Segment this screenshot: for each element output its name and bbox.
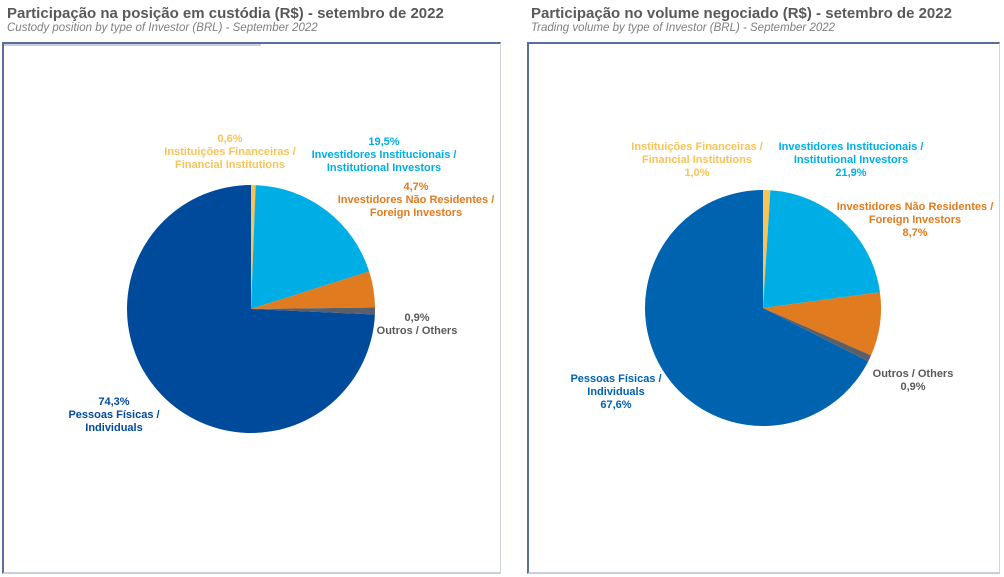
left-label-financial-line2: Financial Institutions [174,159,285,171]
left-label-institutional: 19,5% Investidores Institucionais / Inst… [312,136,457,175]
right-chart-subtitle: Trading volume by type of Investor (BRL)… [531,22,836,34]
right-label-others: Outros / Others 0,9% [873,368,954,394]
left-chart-frame [2,42,501,574]
right-label-financial-line2: Financial Institutions [641,154,752,166]
right-label-individuals: Pessoas Físicas / Individuals 67,6% [570,373,661,412]
right-slice-institutional [763,190,880,308]
right-label-foreign-line1: Investidores Não Residentes / [836,201,994,213]
left-slice-individuals [126,185,375,433]
left-chart-title: Participação na posição em custódia (R$)… [7,5,444,22]
right-label-individuals-pct: 67,6% [600,399,632,411]
left-slice-institutional [251,185,370,309]
right-label-financial-pct: 1,0% [684,167,710,179]
left-label-foreign: 4,7% Investidores Não Residentes / Forei… [338,181,495,220]
right-label-foreign-pct: 8,7% [902,227,928,239]
right-slice-foreign [763,292,881,356]
left-slice-financial [251,185,256,309]
right-label-individuals-line1: Pessoas Físicas / [570,373,662,385]
right-chart-title: Participação no volume negociado (R$) - … [531,5,952,22]
right-slice-others [763,308,872,362]
right-label-institutional-line1: Investidores Institucionais / [778,141,924,153]
left-label-others-line1: Outros / Others [376,325,458,337]
left-label-individuals: 74,3% Pessoas Físicas / Individuals [68,396,159,435]
right-label-others-line1: Outros / Others [872,368,954,380]
right-label-institutional-line2: Institutional Investors [793,154,909,166]
left-label-foreign-line1: Investidores Não Residentes / [337,194,495,206]
right-slice-individuals [645,190,869,426]
left-slice-foreign [251,271,375,309]
left-label-individuals-pct: 74,3% [98,396,130,408]
left-chart-subtitle: Custody position by type of Investor (BR… [7,22,318,34]
left-label-others: 0,9% Outros / Others [377,312,458,338]
left-slice-others [251,307,375,315]
right-chart-frame [527,42,1000,574]
left-label-institutional-pct: 19,5% [368,136,400,148]
left-label-financial-line1: Instituições Financeiras / [164,146,296,158]
left-label-financial-pct: 0,6% [217,133,243,145]
left-label-individuals-line1: Pessoas Físicas / [68,409,160,421]
right-label-institutional-pct: 21,9% [835,167,867,179]
left-label-foreign-line2: Foreign Investors [369,207,463,219]
left-label-institutional-line1: Investidores Institucionais / [311,149,457,161]
right-label-others-pct: 0,9% [900,381,926,393]
right-label-institutional: Investidores Institucionais / Institutio… [779,141,924,180]
right-label-foreign: Investidores Não Residentes / Foreign In… [837,201,994,240]
left-label-institutional-line2: Institutional Investors [326,162,442,174]
right-slice-financial [763,189,771,308]
right-label-financial-line1: Instituições Financeiras / [631,141,763,153]
left-label-foreign-pct: 4,7% [403,181,429,193]
right-label-individuals-line2: Individuals [587,386,645,398]
left-label-individuals-line2: Individuals [85,422,143,434]
left-label-financial: 0,6% Instituições Financeiras / Financia… [164,133,295,172]
right-label-foreign-line2: Foreign Investors [868,214,962,226]
right-label-financial: Instituições Financeiras / Financial Ins… [631,141,762,180]
left-label-others-pct: 0,9% [404,312,430,324]
